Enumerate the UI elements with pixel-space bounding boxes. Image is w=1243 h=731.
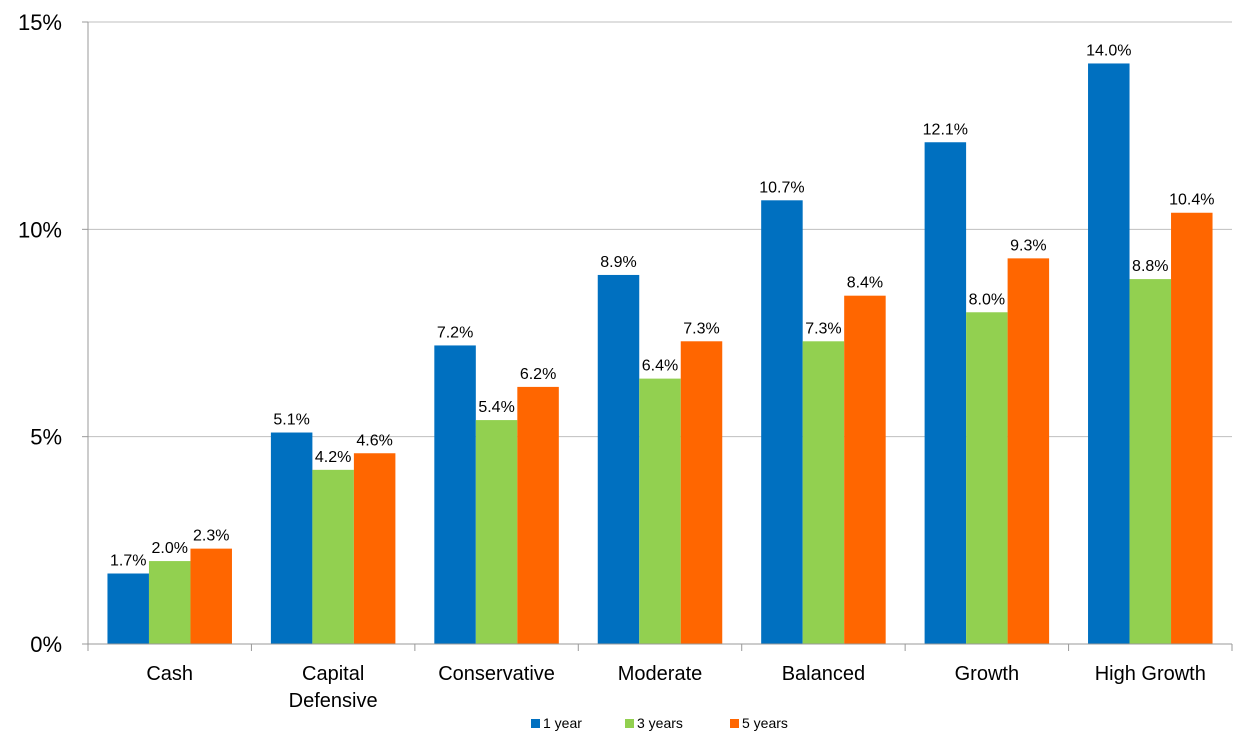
axes [82,21,1233,651]
data-label: 4.6% [356,432,392,449]
bar [1171,212,1213,644]
data-label: 7.3% [805,320,841,337]
category-label-line: Capital [302,663,364,685]
bar [680,341,723,644]
category-label-line: High Growth [1095,663,1206,685]
data-label: 5.1% [273,412,309,429]
legend-swatch [625,719,634,728]
bar [148,561,191,644]
bar [107,573,149,644]
bar [597,274,640,644]
y-tick-label: 5% [30,425,62,450]
legend-label: 1 year [543,715,582,731]
category-label: Growth [955,663,1019,685]
y-tick-label: 15% [18,10,62,35]
data-label: 8.8% [1132,258,1168,275]
category-label: Moderate [618,663,703,685]
category-label-line: Cash [146,663,193,685]
category-label: Capital Defensive [289,663,378,712]
bar [1007,258,1050,644]
category-label-line: Balanced [782,663,865,685]
legend-swatch [730,719,739,728]
data-label: 12.1% [923,121,968,138]
data-label: 4.2% [315,449,351,466]
data-label: 14.0% [1086,42,1131,59]
category-label-line: Growth [955,663,1019,685]
data-label: 10.7% [759,179,804,196]
bar [844,295,886,644]
bar [475,420,518,644]
bar [802,341,845,644]
legend-label: 5 years [742,715,788,731]
bars [107,63,1213,644]
bar [639,378,681,644]
bar [966,312,1008,644]
category-label: Conservative [438,663,555,685]
bar [1129,279,1172,644]
data-label: 2.0% [151,540,187,557]
data-label: 9.3% [1010,237,1046,254]
y-tick-label: 0% [30,632,62,657]
bar [761,200,803,644]
category-label-line: Conservative [438,663,555,685]
data-label: 8.4% [847,275,883,292]
category-label: High Growth [1095,663,1206,685]
category-label: Balanced [782,663,865,685]
data-label: 7.2% [437,324,473,341]
data-label: 7.3% [683,320,719,337]
bar [1088,63,1130,644]
bar [190,548,232,644]
category-label-line: Defensive [289,690,378,712]
data-label: 6.4% [642,358,678,375]
x-axis-category-labels: Cash Capital Defensive Conservative Moderate… [146,663,1206,712]
data-label: 8.9% [600,254,636,271]
data-label: 1.7% [110,553,146,570]
legend: 1 year 3 years 5 years [531,715,788,731]
bar [517,386,559,644]
data-labels: 1.7% 5.1% 7.2% 8.9% 10.7% 12.1% 14.0% 2.0% 4.2% 5… [110,42,1214,569]
bar [924,142,967,644]
data-label: 6.2% [520,366,556,383]
bar [434,345,476,644]
y-axis-tick-labels: 0% 5% 10% 15% [18,10,62,657]
data-label: 2.3% [193,528,229,545]
bar [270,432,313,644]
data-label: 8.0% [969,291,1005,308]
bar [312,469,354,644]
category-label: Cash [146,663,193,685]
data-label: 10.4% [1169,192,1214,209]
legend-swatch [531,719,540,728]
legend-label: 3 years [637,715,683,731]
data-label: 5.4% [478,399,514,416]
category-label-line: Moderate [618,663,703,685]
bar [353,453,396,644]
y-tick-label: 10% [18,217,62,242]
